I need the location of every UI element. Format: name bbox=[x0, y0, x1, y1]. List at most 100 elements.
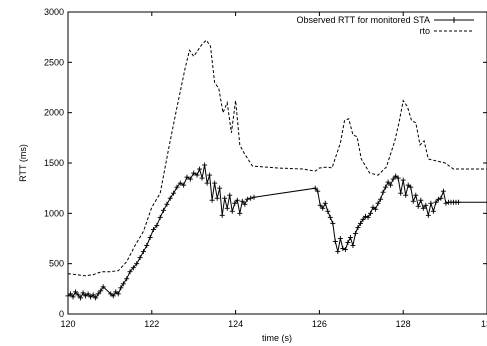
data-point-observed-rtt bbox=[93, 295, 99, 301]
data-point-observed-rtt bbox=[443, 200, 449, 206]
data-point-observed-rtt bbox=[70, 294, 76, 300]
data-point-observed-rtt bbox=[415, 203, 421, 209]
data-point-observed-rtt bbox=[164, 201, 170, 207]
data-point-observed-rtt bbox=[398, 190, 404, 196]
data-point-observed-rtt bbox=[352, 230, 358, 236]
data-point-observed-rtt bbox=[100, 284, 106, 290]
series-line-rto bbox=[68, 39, 487, 277]
data-point-observed-rtt bbox=[209, 197, 215, 203]
data-point-observed-rtt bbox=[150, 226, 156, 232]
data-point-observed-rtt bbox=[83, 293, 89, 299]
data-point-observed-rtt bbox=[90, 292, 96, 298]
data-point-observed-rtt bbox=[157, 214, 163, 220]
data-point-observed-rtt bbox=[144, 243, 150, 249]
x-tick-label: 122 bbox=[144, 319, 159, 329]
data-point-observed-rtt bbox=[239, 198, 245, 204]
data-point-observed-rtt bbox=[187, 176, 193, 182]
data-point-observed-rtt bbox=[207, 172, 213, 178]
data-point-observed-rtt bbox=[433, 199, 439, 205]
legend-label-observed-rtt: Observed RTT for monitored STA bbox=[296, 15, 430, 25]
x-tick-label: 124 bbox=[228, 319, 243, 329]
data-point-observed-rtt bbox=[197, 166, 203, 172]
data-point-observed-rtt bbox=[355, 224, 361, 230]
data-point-observed-rtt bbox=[365, 214, 371, 220]
y-tick-label: 1000 bbox=[44, 208, 64, 218]
data-point-observed-rtt bbox=[174, 184, 180, 190]
data-point-observed-rtt bbox=[214, 195, 220, 201]
data-point-observed-rtt bbox=[85, 291, 91, 297]
data-point-observed-rtt bbox=[385, 179, 391, 185]
y-tick-label: 2000 bbox=[44, 108, 64, 118]
data-point-observed-rtt bbox=[130, 265, 136, 271]
data-point-observed-rtt bbox=[368, 210, 374, 216]
data-point-observed-rtt bbox=[199, 175, 205, 181]
data-point-observed-rtt bbox=[140, 249, 146, 255]
data-point-observed-rtt bbox=[127, 269, 133, 275]
data-point-observed-rtt bbox=[118, 285, 124, 291]
data-point-observed-rtt bbox=[405, 182, 411, 188]
data-point-observed-rtt bbox=[345, 240, 351, 246]
data-point-observed-rtt bbox=[234, 197, 240, 203]
data-point-observed-rtt bbox=[177, 180, 183, 186]
data-point-observed-rtt bbox=[171, 190, 177, 196]
data-point-observed-rtt bbox=[390, 176, 396, 182]
y-tick-label: 1500 bbox=[44, 158, 64, 168]
data-point-observed-rtt bbox=[413, 192, 419, 198]
data-point-observed-rtt bbox=[400, 177, 406, 183]
data-point-observed-rtt bbox=[184, 174, 190, 180]
data-point-observed-rtt bbox=[68, 291, 74, 297]
y-tick-label: 3000 bbox=[44, 7, 64, 17]
data-point-observed-rtt bbox=[395, 175, 401, 181]
data-point-observed-rtt bbox=[251, 194, 257, 200]
data-point-observed-rtt bbox=[335, 249, 341, 255]
data-point-observed-rtt bbox=[423, 202, 429, 208]
data-point-observed-rtt bbox=[194, 172, 200, 178]
data-point-observed-rtt bbox=[420, 205, 426, 211]
data-point-observed-rtt bbox=[456, 199, 462, 205]
data-point-observed-rtt bbox=[430, 208, 436, 214]
data-point-observed-rtt bbox=[137, 255, 143, 261]
x-tick-label: 13 bbox=[481, 319, 487, 329]
data-point-observed-rtt bbox=[147, 234, 153, 240]
data-point-observed-rtt bbox=[120, 281, 126, 287]
data-point-observed-rtt bbox=[380, 189, 386, 195]
data-point-observed-rtt bbox=[115, 291, 121, 297]
legend: Observed RTT for monitored STA rto bbox=[296, 15, 474, 36]
data-point-observed-rtt bbox=[202, 162, 208, 168]
data-point-observed-rtt bbox=[227, 192, 233, 198]
data-point-observed-rtt bbox=[317, 202, 323, 208]
data-point-observed-rtt bbox=[204, 180, 210, 186]
data-point-observed-rtt bbox=[191, 170, 197, 176]
data-point-observed-rtt bbox=[373, 206, 379, 212]
data-point-observed-rtt bbox=[428, 200, 434, 206]
data-point-observed-rtt bbox=[362, 213, 368, 219]
series-layer bbox=[65, 39, 487, 301]
data-point-observed-rtt bbox=[124, 276, 130, 282]
data-point-observed-rtt bbox=[332, 239, 338, 245]
data-point-observed-rtt bbox=[237, 210, 243, 216]
data-point-observed-rtt bbox=[383, 184, 389, 190]
data-point-observed-rtt bbox=[108, 291, 114, 297]
data-point-observed-rtt bbox=[113, 289, 119, 295]
data-point-observed-rtt bbox=[438, 195, 444, 201]
legend-marker-observed-rtt bbox=[451, 17, 457, 23]
data-point-observed-rtt bbox=[425, 212, 431, 218]
data-point-observed-rtt bbox=[327, 214, 333, 220]
data-point-observed-rtt bbox=[242, 201, 248, 207]
legend-label-rto: rto bbox=[419, 26, 430, 36]
data-point-observed-rtt bbox=[330, 220, 336, 226]
data-point-observed-rtt bbox=[80, 290, 86, 296]
data-point-observed-rtt bbox=[244, 196, 250, 202]
x-axis: 120 122 124 126 128 13 bbox=[60, 12, 487, 329]
plot-frame bbox=[67, 11, 487, 315]
data-point-observed-rtt bbox=[320, 205, 326, 211]
data-point-observed-rtt bbox=[181, 182, 187, 188]
data-point-observed-rtt bbox=[217, 185, 223, 191]
data-point-observed-rtt bbox=[95, 291, 101, 297]
data-point-observed-rtt bbox=[393, 173, 399, 179]
data-point-observed-rtt bbox=[232, 200, 238, 206]
data-point-observed-rtt bbox=[440, 188, 446, 194]
y-axis-label: RTT (ms) bbox=[18, 144, 28, 182]
data-point-observed-rtt bbox=[375, 200, 381, 206]
